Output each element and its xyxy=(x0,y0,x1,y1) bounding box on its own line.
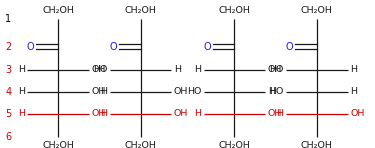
Text: O: O xyxy=(27,42,34,52)
Text: CH₂OH: CH₂OH xyxy=(42,6,74,15)
Text: 5: 5 xyxy=(5,109,11,119)
Text: HO: HO xyxy=(93,65,107,74)
Text: OH: OH xyxy=(174,87,188,96)
Text: 1: 1 xyxy=(5,14,11,24)
Text: H: H xyxy=(18,110,25,118)
Text: O: O xyxy=(110,42,117,52)
Text: H: H xyxy=(350,65,357,74)
Text: CH₂OH: CH₂OH xyxy=(218,141,250,148)
Text: OH: OH xyxy=(174,110,188,118)
Text: OH: OH xyxy=(268,65,282,74)
Text: CH₂OH: CH₂OH xyxy=(42,141,74,148)
Text: HO: HO xyxy=(187,87,201,96)
Text: H: H xyxy=(194,110,201,118)
Text: CH₂OH: CH₂OH xyxy=(124,141,157,148)
Text: H: H xyxy=(268,87,275,96)
Text: H: H xyxy=(18,65,25,74)
Text: H: H xyxy=(100,110,107,118)
Text: H: H xyxy=(174,65,181,74)
Text: HO: HO xyxy=(269,65,284,74)
Text: CH₂OH: CH₂OH xyxy=(301,141,333,148)
Text: H: H xyxy=(350,87,357,96)
Text: 3: 3 xyxy=(5,65,11,75)
Text: H: H xyxy=(100,87,107,96)
Text: CH₂OH: CH₂OH xyxy=(124,6,157,15)
Text: H: H xyxy=(18,87,25,96)
Text: OH: OH xyxy=(268,110,282,118)
Text: HO: HO xyxy=(269,87,284,96)
Text: OH: OH xyxy=(92,87,106,96)
Text: OH: OH xyxy=(350,110,364,118)
Text: OH: OH xyxy=(92,110,106,118)
Text: OH: OH xyxy=(92,65,106,74)
Text: CH₂OH: CH₂OH xyxy=(301,6,333,15)
Text: O: O xyxy=(203,42,211,52)
Text: O: O xyxy=(286,42,293,52)
Text: H: H xyxy=(276,110,284,118)
Text: 4: 4 xyxy=(5,87,11,97)
Text: 6: 6 xyxy=(5,132,11,142)
Text: H: H xyxy=(194,65,201,74)
Text: CH₂OH: CH₂OH xyxy=(218,6,250,15)
Text: 2: 2 xyxy=(5,42,11,52)
